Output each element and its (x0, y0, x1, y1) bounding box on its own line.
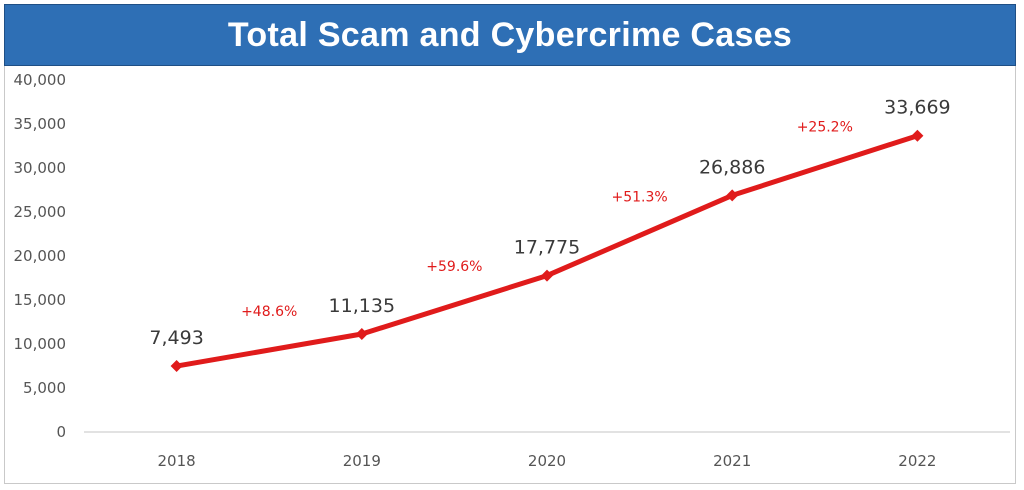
chart-frame (4, 4, 1016, 484)
x-tick-label: 2020 (528, 452, 566, 470)
growth-rate-label: +25.2% (797, 120, 853, 136)
x-tick-label: 2019 (343, 452, 381, 470)
chart-title-bar: Total Scam and Cybercrime Cases (4, 4, 1016, 66)
x-tick-label: 2018 (158, 452, 196, 470)
y-tick-label: 0 (56, 423, 66, 441)
y-tick-label: 15,000 (14, 291, 67, 309)
series-markers (170, 129, 924, 373)
data-value-label: 7,493 (149, 327, 203, 349)
data-value-label: 17,775 (514, 237, 580, 259)
data-point-marker (726, 189, 739, 202)
growth-labels: +48.6% +59.6% +51.3% +25.2% (241, 120, 853, 320)
data-labels: 7,493 11,135 17,775 26,886 33,669 (149, 97, 950, 349)
growth-rate-label: +59.6% (426, 259, 482, 275)
data-value-label: 33,669 (884, 97, 950, 119)
data-point-marker (541, 269, 553, 282)
growth-rate-label: +51.3% (611, 189, 667, 205)
x-tick-label: 2022 (898, 452, 936, 470)
data-point-marker (355, 328, 368, 341)
x-axis: 2018 2019 2020 2021 2022 (84, 431, 1010, 470)
chart-title: Total Scam and Cybercrime Cases (227, 15, 793, 54)
growth-rate-label: +48.6% (241, 304, 297, 320)
data-point-marker (170, 360, 183, 373)
x-tick-label: 2021 (713, 452, 751, 470)
y-tick-label: 40,000 (14, 71, 67, 89)
y-tick-label: 5,000 (23, 379, 66, 397)
data-value-label: 11,135 (329, 295, 395, 317)
y-tick-label: 20,000 (14, 247, 67, 265)
y-axis: 0 5,000 10,000 15,000 20,000 25,000 30,000 35,0… (14, 71, 67, 441)
y-tick-label: 35,000 (14, 115, 67, 133)
data-value-label: 26,886 (699, 156, 765, 178)
data-point-marker (911, 129, 924, 142)
y-tick-label: 25,000 (14, 203, 67, 221)
y-tick-label: 30,000 (14, 159, 67, 177)
y-tick-label: 10,000 (14, 335, 67, 353)
